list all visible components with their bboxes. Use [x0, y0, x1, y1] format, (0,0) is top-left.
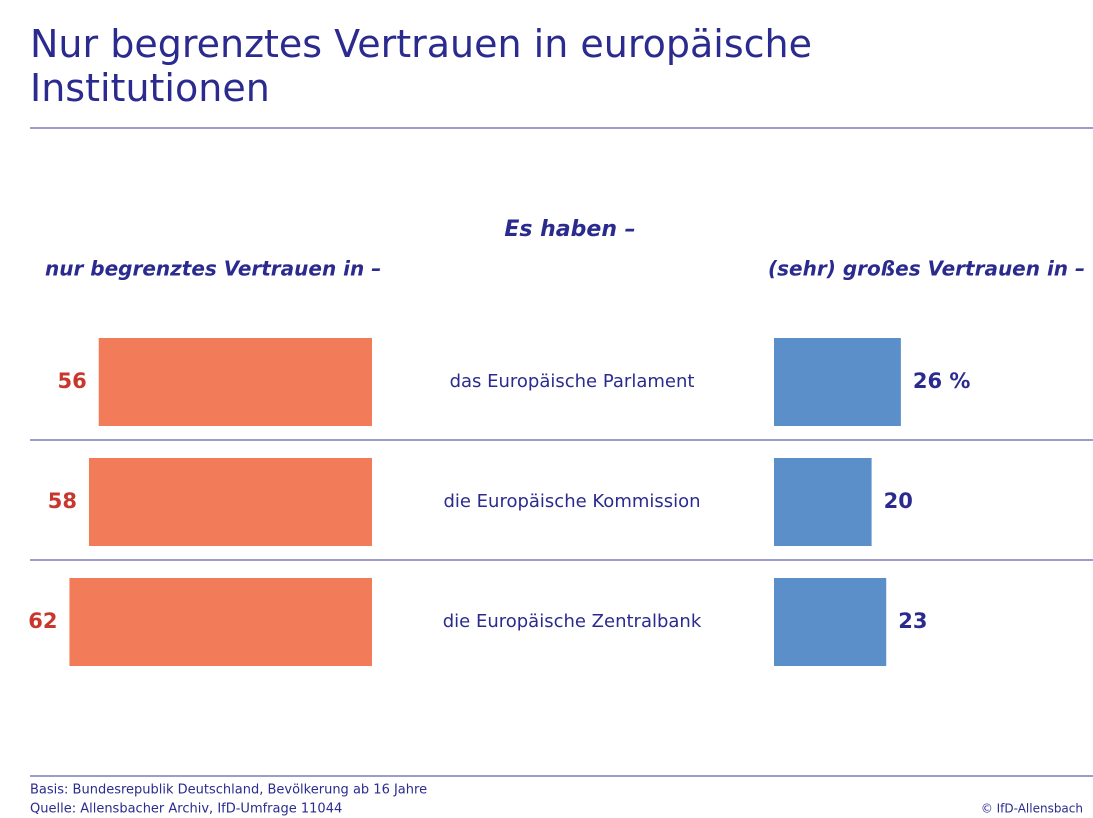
- value-label-left: 58: [48, 489, 77, 513]
- legend-right: (sehr) großes Vertrauen in –: [768, 257, 1085, 281]
- copyright: © IfD-Allensbach: [981, 802, 1083, 816]
- source-note: Quelle: Allensbacher Archiv, IfD-Umfrage…: [30, 802, 342, 817]
- value-label-right: 23: [898, 609, 927, 633]
- value-label-left: 62: [28, 609, 57, 633]
- bar-right: [774, 578, 887, 666]
- bar-left: [69, 578, 372, 666]
- category-label: das Europäische Parlament: [450, 371, 695, 392]
- bar-right: [774, 458, 872, 546]
- value-label-right: 20: [884, 489, 913, 513]
- legend-left: nur begrenztes Vertrauen in –: [45, 257, 381, 281]
- bar-right: [774, 338, 901, 426]
- value-label-right: 26 %: [913, 369, 971, 393]
- bar-left: [88, 458, 373, 546]
- chart-title: Nur begrenztes Vertrauen in europäische …: [30, 22, 813, 110]
- basis-note: Basis: Bundesrepublik Deutschland, Bevöl…: [30, 783, 427, 798]
- value-label-left: 56: [57, 369, 86, 393]
- bar-left: [98, 338, 372, 426]
- category-label: die Europäische Zentralbank: [443, 611, 702, 632]
- subtitle: Es haben –: [504, 217, 635, 242]
- category-label: die Europäische Kommission: [443, 491, 700, 512]
